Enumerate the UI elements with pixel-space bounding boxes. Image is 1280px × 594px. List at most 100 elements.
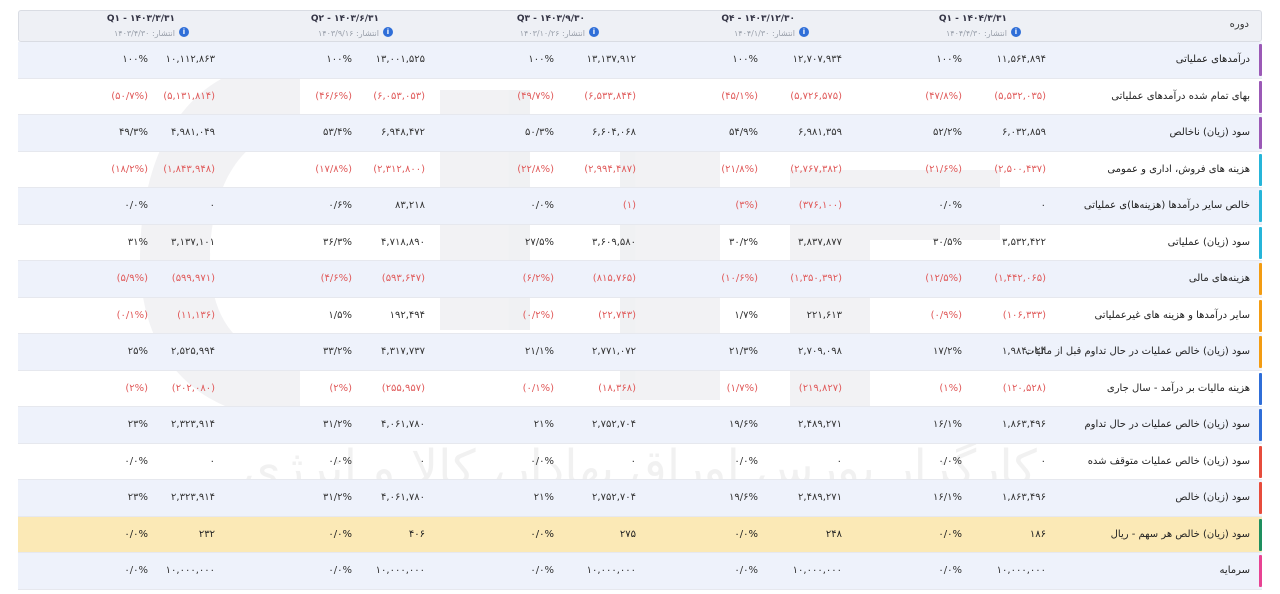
cell-value: ۳,۱۳۷,۱۰۱ [171, 236, 215, 248]
publish-date: انتشار: ۱۴۰۳/۹/۱۶ [317, 29, 379, 38]
cell-value: ۱,۹۸۴,۰۲۴ [1002, 346, 1046, 357]
cell-percent: (۱۷/۸%) [315, 163, 352, 175]
cell-percent: ۰/۰% [938, 528, 962, 540]
row-label: سود (زیان) خالص هر سهم - ریال [1110, 528, 1250, 540]
cell-percent: (۲۱/۸%) [721, 163, 758, 175]
cell-percent: ۵۳/۴% [323, 127, 352, 138]
cell-value: (۱۲۰,۵۲۸) [1002, 382, 1046, 394]
row-color-indicator [1259, 263, 1262, 295]
cell-value: ۱۹۲,۴۹۴ [389, 309, 425, 321]
cell-percent: ۱/۵% [328, 309, 352, 321]
info-icon[interactable]: i [179, 27, 189, 37]
cell-value: ۰ [209, 455, 215, 467]
cell-percent: ۵۲/۲% [933, 127, 962, 138]
cell-value: ۰ [419, 455, 425, 467]
cell-percent: ۱۰۰% [732, 54, 758, 65]
row-label: سرمایه [1219, 565, 1250, 576]
row-color-indicator [1259, 372, 1262, 405]
cell-value: ۶,۰۳۲,۸۵۹ [1002, 127, 1046, 138]
row-label: سود (زیان) عملیاتی [1167, 236, 1250, 248]
period-title: Q۱ - ۱۴۰۳/۳/۳۱ [106, 14, 175, 24]
cell-percent: ۴۹/۳% [119, 127, 148, 138]
row-label: درآمدهای عملیاتی [1175, 54, 1250, 65]
cell-percent: ۰/۰% [734, 565, 758, 576]
cell-percent: ۲۳% [127, 419, 148, 430]
cell-percent: ۱۰۰% [528, 54, 554, 65]
cell-percent: ۰/۰% [530, 528, 554, 540]
row-label: سود (زیان) خالص عملیات در حال تداوم [1084, 419, 1250, 430]
publish-date: انتشار: ۱۴۰۴/۴/۳۰ [945, 29, 1007, 38]
cell-percent: (۴۷/۸%) [925, 90, 962, 102]
row-label: سود (زیان) خالص عملیات در حال تداوم قبل … [1025, 346, 1250, 357]
cell-value: ۴,۰۶۱,۷۸۰ [381, 492, 425, 503]
cell-percent: (۰/۱%) [116, 309, 148, 321]
cell-percent: (۲۲/۸%) [517, 163, 554, 175]
cell-percent: ۱۷/۲% [933, 346, 962, 357]
cell-percent: (۶/۲%) [522, 273, 554, 284]
cell-value: ۶,۶۰۴,۰۶۸ [592, 127, 636, 138]
cell-value: ۴,۹۸۱,۰۴۹ [171, 127, 215, 138]
publish-date: انتشار: ۱۴۰۳/۱۰/۲۶ [519, 29, 585, 38]
cell-percent: ۰/۰% [328, 565, 352, 576]
row-color-indicator [1259, 80, 1262, 113]
cell-percent: (۱۸/۲%) [111, 163, 148, 175]
period-header-3: Q۳ - ۱۴۰۳/۹/۳۰ انتشار: ۱۴۰۳/۱۰/۲۶ i [421, 12, 625, 42]
period-title: Q۲ - ۱۴۰۳/۶/۳۱ [310, 14, 379, 24]
cell-value: (۲,۹۹۴,۴۸۷) [584, 163, 636, 175]
cell-value: (۱۱,۱۳۶) [177, 309, 215, 321]
cell-percent: ۳۱/۲% [323, 492, 352, 503]
info-icon[interactable]: i [383, 27, 393, 37]
row-color-indicator [1259, 555, 1262, 587]
cell-percent: ۰/۰% [734, 528, 758, 540]
cell-value: (۵,۷۲۶,۵۷۵) [790, 90, 842, 102]
cell-percent: ۰/۰% [328, 528, 352, 540]
cell-value: ۳,۵۳۲,۴۲۲ [1002, 236, 1046, 248]
row-color-indicator [1259, 299, 1262, 332]
cell-value: ۰ [1040, 455, 1046, 467]
cell-percent: ۰/۰% [938, 455, 962, 467]
row-color-indicator [1259, 153, 1262, 186]
info-icon[interactable]: i [589, 27, 599, 37]
cell-value: ۳,۸۳۷,۸۷۷ [798, 236, 842, 248]
cell-percent: (۰/۹%) [930, 309, 962, 321]
cell-percent: ۰/۰% [124, 455, 148, 467]
row-color-indicator [1259, 336, 1262, 368]
table-row: سرمایه ۱۰,۰۰۰,۰۰۰ ۰/۰% ۱۰,۰۰۰,۰۰۰ ۰/۰% ۱۰,۰۰۰… [18, 553, 1262, 590]
table-row: خالص سایر درآمدها (هزینه‌ها)ی عملیاتی ۰ ۰/… [18, 188, 1262, 225]
cell-value: ۲,۵۲۵,۹۹۴ [171, 346, 215, 357]
period-title: Q۳ - ۱۴۰۳/۹/۳۰ [516, 14, 585, 24]
row-color-indicator [1259, 44, 1262, 76]
cell-value: ۲,۷۵۲,۷۰۴ [592, 419, 636, 430]
cell-percent: ۱۶/۱% [933, 492, 962, 503]
cell-percent: ۰/۰% [530, 565, 554, 576]
cell-percent: ۰/۰% [124, 200, 148, 211]
info-icon[interactable]: i [1011, 27, 1021, 37]
cell-value: ۲,۳۲۳,۹۱۴ [171, 419, 215, 430]
table-row: سایر درآمدها و هزینه های غیرعملیاتی (۱۰۶,… [18, 298, 1262, 334]
cell-value: ۳,۶۰۹,۵۸۰ [592, 236, 636, 248]
info-icon[interactable]: i [799, 27, 809, 37]
cell-value: ۲,۴۸۹,۲۷۱ [798, 419, 842, 430]
cell-value: ۲۲۱,۶۱۳ [806, 309, 842, 321]
row-color-indicator [1259, 445, 1262, 478]
cell-value: ۱,۸۶۳,۴۹۶ [1002, 492, 1046, 503]
cell-value: (۵۹۹,۹۷۱) [171, 273, 215, 284]
cell-percent: ۲۳% [127, 492, 148, 503]
table-header: دوره Q۱ - ۱۴۰۴/۳/۳۱ انتشار: ۱۴۰۴/۴/۳۰ i Q۴ … [18, 10, 1262, 42]
cell-percent: ۳۰/۵% [933, 236, 962, 248]
row-label: سایر درآمدها و هزینه های غیرعملیاتی [1094, 309, 1250, 321]
row-color-indicator [1259, 409, 1262, 441]
cell-value: (۲۰۲,۰۸۰) [171, 382, 215, 394]
cell-value: ۱۳,۰۰۱,۵۲۵ [375, 54, 425, 65]
cell-value: ۱۱,۵۶۴,۸۹۴ [996, 54, 1046, 65]
cell-value: ۴۰۶ [408, 528, 425, 540]
cell-percent: (۱%) [939, 382, 962, 394]
cell-value: (۲۱۹,۸۲۷) [798, 382, 842, 394]
cell-value: ۱۰,۰۰۰,۰۰۰ [375, 565, 425, 576]
cell-percent: ۲۵% [127, 346, 148, 357]
period-title: Q۴ - ۱۴۰۳/۱۲/۳۰ [721, 14, 795, 24]
cell-percent: ۰/۰% [328, 455, 352, 467]
cell-value: ۴,۰۶۱,۷۸۰ [381, 419, 425, 430]
cell-value: ۱۸۶ [1029, 528, 1046, 540]
cell-value: ۰ [1040, 200, 1046, 211]
